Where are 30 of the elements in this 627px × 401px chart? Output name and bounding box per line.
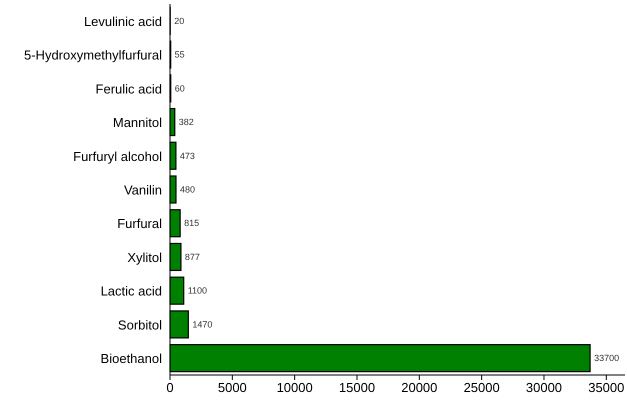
x-tick-label: 30000 bbox=[526, 380, 562, 395]
y-tick-label: Levulinic acid bbox=[84, 14, 162, 29]
data-label: 815 bbox=[184, 218, 200, 228]
data-label: 1100 bbox=[188, 286, 208, 296]
x-tick-label: 5000 bbox=[218, 380, 247, 395]
y-tick-label: Lactic acid bbox=[100, 284, 162, 299]
data-label: 877 bbox=[184, 252, 200, 262]
y-tick-label: Furfuryl alcohol bbox=[73, 148, 162, 164]
y-tick-label: Mannitol bbox=[112, 115, 162, 130]
x-tick-label: 10000 bbox=[276, 380, 313, 395]
data-label: 55 bbox=[174, 50, 185, 60]
y-tick-label: Sorbitol bbox=[118, 317, 162, 332]
y-tick-label: Ferulic acid bbox=[96, 81, 162, 96]
data-label: 480 bbox=[180, 184, 196, 194]
x-tick-label: 15000 bbox=[338, 380, 376, 395]
x-tick-label: 0 bbox=[166, 380, 174, 395]
data-label: 473 bbox=[180, 150, 195, 161]
data-label: 1470 bbox=[192, 319, 212, 330]
data-label: 33700 bbox=[594, 353, 620, 364]
y-tick-label: Furfural bbox=[117, 216, 162, 232]
x-tick-label: 20000 bbox=[401, 380, 438, 395]
y-tick-label: Xylitol bbox=[127, 250, 162, 265]
y-tick-label: Vanilin bbox=[124, 182, 162, 198]
data-label: 60 bbox=[174, 83, 185, 94]
y-tick-label: Bioethanol bbox=[100, 351, 162, 366]
data-label: 20 bbox=[174, 16, 184, 26]
x-tick-label: 25000 bbox=[464, 380, 500, 395]
data-label: 382 bbox=[178, 117, 194, 128]
x-tick-label: 35000 bbox=[588, 380, 624, 395]
y-tick-label: 5-Hydroxymethylfurfural bbox=[24, 48, 162, 63]
